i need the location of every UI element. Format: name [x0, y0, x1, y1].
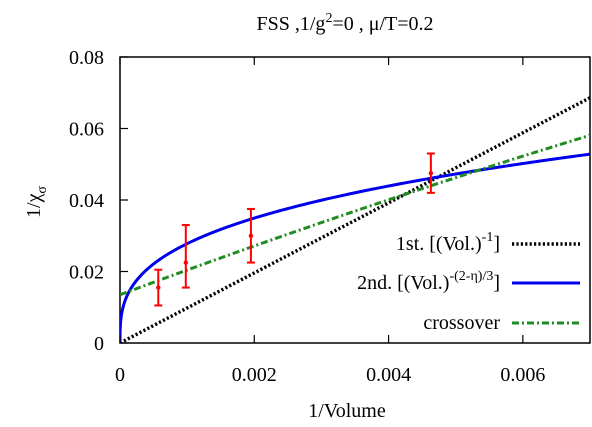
- x-tick-label: 0.002: [232, 364, 277, 386]
- legend-label-main: 2nd. [(Vol.): [357, 272, 449, 294]
- chart-title-main: FSS ,1/g: [257, 13, 326, 35]
- legend-label-end: ]: [493, 233, 500, 255]
- plot-area: [119, 56, 591, 344]
- legend-label-crossover: crossover: [423, 312, 500, 334]
- y-axis-title: 1/χσ: [23, 186, 50, 218]
- plot-frame: [119, 56, 591, 344]
- y-tick-label: 0.04: [69, 190, 104, 212]
- chart-title-rest: =0 , μ/T=0.2: [332, 13, 433, 35]
- legend: 1st. [(Vol.)-1]2nd. [(Vol.)-(2-η)/3]cros…: [357, 230, 580, 334]
- chart-title: FSS ,1/g2=0 , μ/T=0.2: [257, 11, 434, 35]
- data-point: [428, 170, 434, 176]
- legend-label-main: 1st. [(Vol.): [396, 233, 482, 255]
- x-tick-label: 0.006: [500, 364, 545, 386]
- legend-label-main: crossover: [423, 312, 500, 334]
- legend-label-second: 2nd. [(Vol.)-(2-η)/3]: [357, 269, 500, 294]
- legend-label-sup: -1: [482, 230, 494, 245]
- data-points: [154, 152, 435, 307]
- legend-label-end: ]: [493, 272, 500, 294]
- y-axis-title-sub: σ: [35, 186, 50, 194]
- data-point: [156, 285, 161, 290]
- legend-label-sup: -(2-η)/3: [449, 269, 493, 284]
- x-axis-title: 1/Volume: [308, 400, 386, 422]
- series-line-crossover: [120, 133, 590, 297]
- x-tick-label: 0: [115, 364, 125, 386]
- chart-title-sup: 2: [325, 11, 332, 26]
- series-line-first: [120, 96, 590, 343]
- y-tick-label: 0.06: [69, 119, 104, 141]
- series-layer: [120, 96, 590, 343]
- data-point: [248, 233, 254, 238]
- legend-label-first: 1st. [(Vol.)-1]: [396, 230, 500, 255]
- y-tick-label: 0: [94, 333, 104, 355]
- x-tick-label: 0.004: [366, 364, 411, 386]
- y-tick-label: 0.02: [69, 262, 104, 284]
- y-axis-title-main: 1/χ: [23, 193, 45, 218]
- data-point: [183, 260, 188, 265]
- y-tick-label: 0.08: [69, 47, 104, 69]
- axis-ticks: 0 0.002 0.004 0.006 0 0.02 0.04 0.06 0.08: [69, 47, 545, 386]
- series-line-second: [120, 152, 590, 343]
